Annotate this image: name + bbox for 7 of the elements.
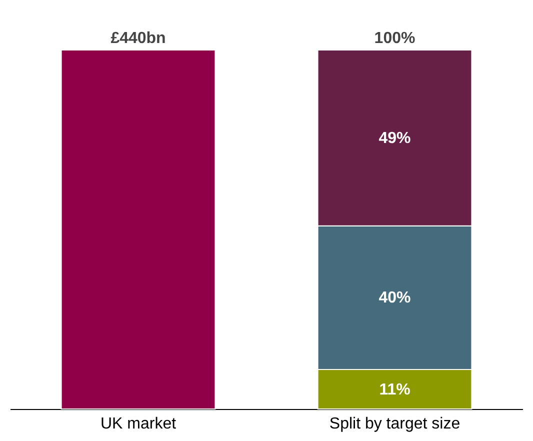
data-label: 49%	[378, 130, 411, 147]
annotation: £440bn	[110, 30, 166, 47]
total-label: 100%	[374, 30, 416, 47]
data-label: 11%	[379, 381, 410, 398]
x-tick-label: Split by target size	[329, 416, 460, 432]
data-label: 40%	[378, 290, 411, 307]
x-tick-label: UK market	[100, 416, 177, 432]
